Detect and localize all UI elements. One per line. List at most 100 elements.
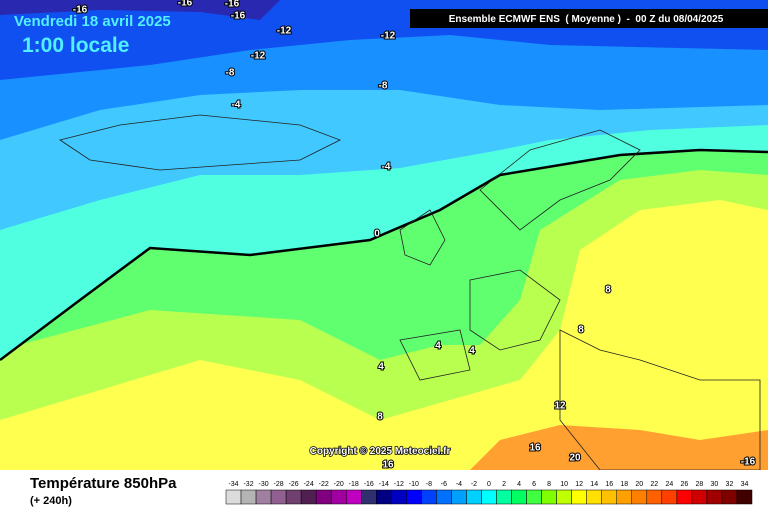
legend-swatch: [556, 489, 572, 505]
legend-label: -14: [379, 481, 389, 488]
legend-label: -20: [334, 481, 344, 488]
legend-swatch: [391, 489, 407, 505]
legend-swatch: [270, 489, 287, 505]
legend-swatch: [616, 489, 633, 505]
legend-label: -34: [228, 481, 238, 488]
footer-title: Température 850hPa: [30, 475, 177, 492]
legend-label: -18: [349, 481, 359, 488]
legend-swatch: [406, 489, 422, 505]
legend-swatch: [285, 489, 302, 505]
contour-label: 20: [569, 453, 581, 464]
legend-label: 6: [532, 481, 536, 488]
contour-label: -4: [232, 100, 241, 111]
contour-label: 8: [578, 325, 584, 336]
legend-label: 24: [665, 481, 673, 488]
legend-label: 16: [605, 481, 613, 488]
contour-label: 4: [378, 362, 384, 373]
legend-label: -4: [456, 481, 462, 488]
legend-label: 10: [560, 481, 568, 488]
legend-label: 4: [517, 481, 521, 488]
legend-label: -10: [409, 481, 419, 488]
legend-label: 18: [620, 481, 628, 488]
legend-label: -2: [471, 481, 477, 488]
forecast-date: Vendredi 18 avril 2025: [14, 13, 171, 30]
legend-label: 28: [696, 481, 704, 488]
contour-label: -8: [379, 81, 388, 92]
model-box: [410, 9, 768, 28]
legend-swatch: [631, 489, 648, 505]
legend-label: -12: [394, 481, 404, 488]
zero-isotherm: [0, 148, 768, 361]
legend-swatch: [361, 489, 377, 505]
legend-label: -6: [441, 481, 447, 488]
legend-swatch: [330, 489, 347, 505]
legend-swatch: [676, 489, 693, 505]
contour-label: -16: [178, 0, 193, 9]
legend-swatch: [451, 489, 467, 505]
contour-label: -16: [73, 5, 88, 16]
legend-label: -28: [274, 481, 284, 488]
copyright: Copyright © 2025 Meteociel.fr: [310, 446, 451, 457]
contour-label: -8: [226, 68, 235, 79]
legend-label: 14: [590, 481, 598, 488]
legend-swatch: [466, 489, 482, 505]
color-legend: -34 -32 -30 -28 -26 -24 -22 -20 -18 -16 -14 -12 -10-…: [225, 481, 753, 505]
legend-label: -24: [304, 481, 314, 488]
contour-label: 4: [435, 341, 441, 352]
legend-label: 26: [680, 481, 688, 488]
legend-label: -16: [364, 481, 374, 488]
legend-label: 22: [650, 481, 658, 488]
coastlines: [59, 114, 761, 471]
legend-swatch: [255, 489, 272, 505]
forecast-time: 1:00 locale: [22, 34, 129, 57]
legend-swatch: [586, 489, 602, 505]
legend-label: 12: [575, 481, 583, 488]
legend-swatch: [646, 489, 663, 505]
legend-swatch: [691, 489, 708, 505]
contour-label: 12: [554, 401, 566, 412]
legend-swatch: [661, 489, 678, 505]
legend-swatch: [541, 489, 557, 505]
legend-swatch: [496, 489, 512, 505]
legend-label: -26: [289, 481, 299, 488]
contour-label: 8: [605, 285, 611, 296]
contour-label: -16: [231, 11, 246, 22]
contour-label: -4: [382, 162, 391, 173]
contour-label: 8: [377, 412, 383, 423]
legend-label: 8: [547, 481, 551, 488]
contour-label: -12: [277, 26, 292, 37]
legend-swatch: [601, 489, 617, 505]
model-info: Ensemble ECMWF ENS ( Moyenne ) - 00 Z du…: [449, 14, 724, 25]
contour-label: 16: [382, 460, 394, 471]
legend-label: -32: [243, 481, 253, 488]
legend-swatch: [345, 489, 362, 505]
map: Ensemble ECMWF ENS ( Moyenne ) - 00 Z du…: [0, 0, 768, 472]
legend-swatch: [376, 489, 392, 505]
legend-swatch: [421, 489, 437, 505]
legend-label: 32: [726, 481, 734, 488]
legend-label: 2: [502, 481, 506, 488]
contour-label: 4: [469, 346, 475, 357]
legend-swatch: [736, 489, 753, 505]
contour-label: -16: [225, 0, 240, 10]
legend-swatch: [240, 489, 257, 505]
contour-label: -16: [741, 457, 756, 468]
legend-label: 30: [711, 481, 719, 488]
band-m16-m12: [0, 0, 280, 20]
legend-swatch: [526, 489, 542, 505]
legend-label: 20: [635, 481, 643, 488]
contour-labels: -16-16 -16-16-12 -12-12-8-8-4-404 448881216…: [72, 0, 757, 472]
legend-swatch: [571, 489, 587, 505]
legend-swatch: [300, 489, 317, 505]
legend-label: -8: [426, 481, 432, 488]
contour-label: -12: [251, 51, 266, 62]
legend-swatch: [511, 489, 527, 505]
contour-label: 0: [374, 229, 380, 240]
legend-swatch: [706, 489, 723, 505]
legend-swatch: [225, 489, 242, 505]
legend-label: -30: [259, 481, 269, 488]
legend-label: 0: [487, 481, 491, 488]
contour-label: 16: [529, 443, 541, 454]
legend-swatch: [436, 489, 452, 505]
